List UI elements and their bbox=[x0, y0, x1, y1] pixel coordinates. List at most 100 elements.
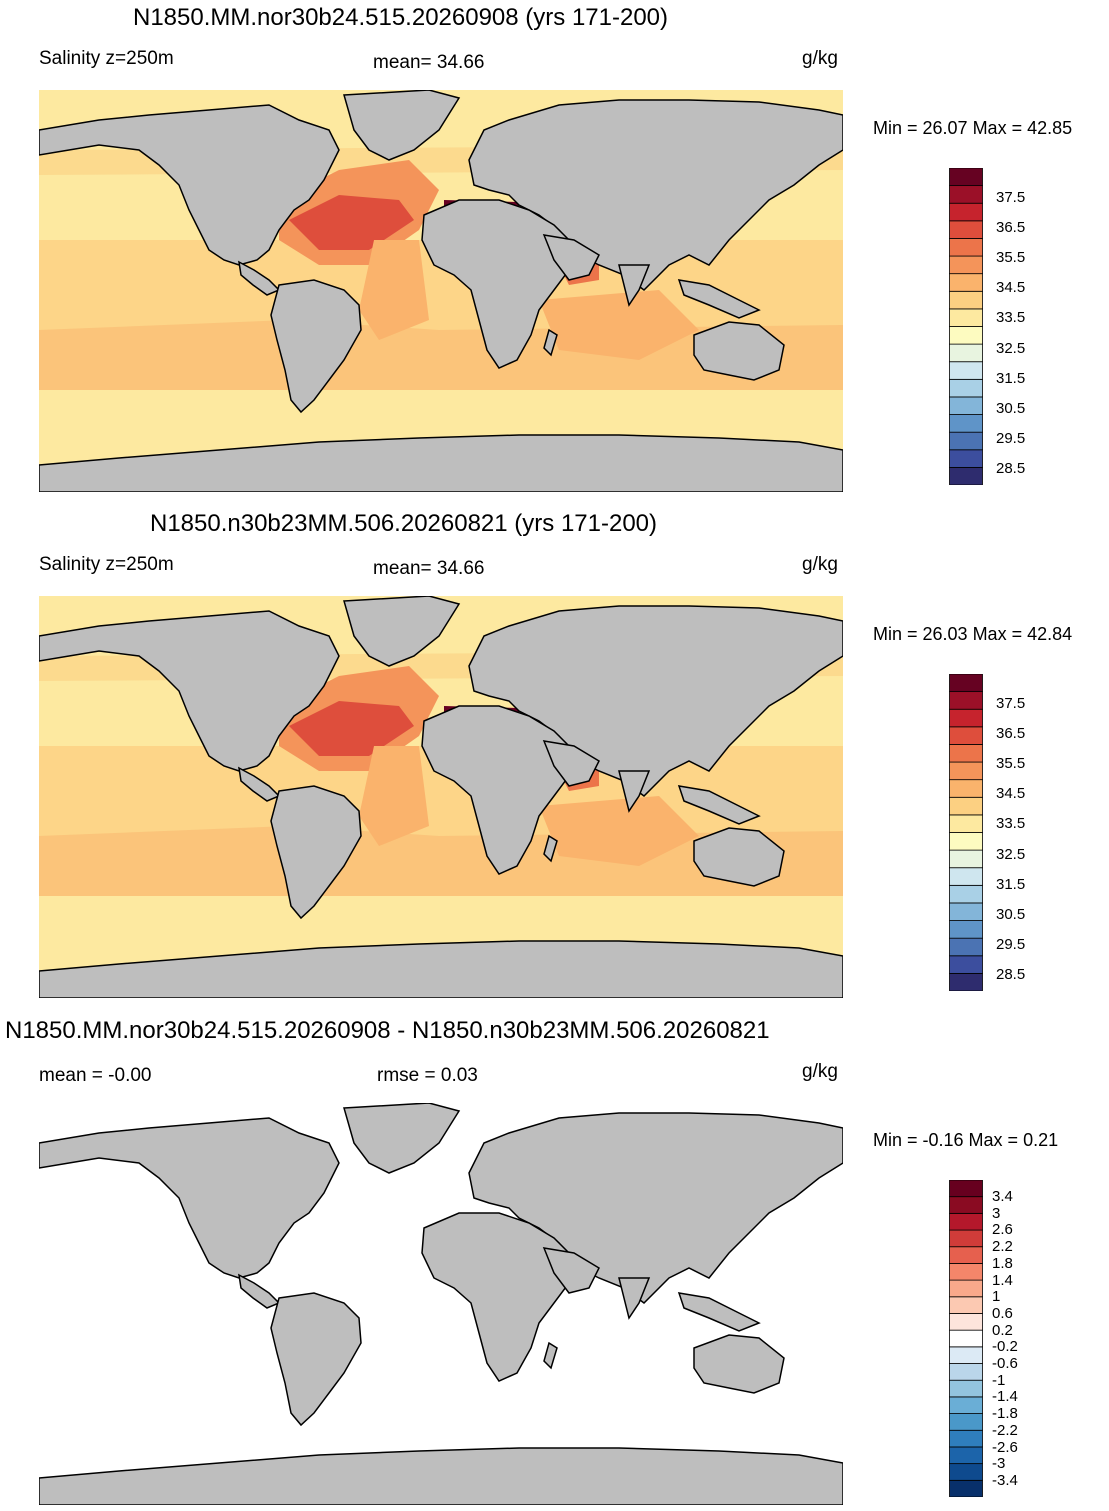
colorbar-tick-label: 36.5 bbox=[996, 219, 1026, 237]
colorbar-swatch bbox=[949, 1180, 983, 1198]
panel3-mean-label: mean = -0.00 bbox=[39, 1065, 152, 1086]
panel1-title: N1850.MM.nor30b24.515.20260908 (yrs 171-… bbox=[133, 4, 669, 31]
colorbar-swatch bbox=[949, 255, 983, 275]
colorbar-tick-label: 29.5 bbox=[996, 935, 1026, 953]
colorbar-swatch bbox=[949, 1463, 983, 1481]
panel3-minmax: Min = -0.16 Max = 0.21 bbox=[873, 1130, 1059, 1150]
colorbar-tick-label: -3 bbox=[992, 1455, 1006, 1473]
colorbar-swatch bbox=[949, 779, 983, 798]
colorbar-tick-label: 2.6 bbox=[992, 1221, 1013, 1239]
colorbar-swatch bbox=[949, 466, 983, 485]
colorbar-swatch bbox=[949, 920, 983, 939]
colorbar-tick-label: -1 bbox=[992, 1371, 1006, 1389]
colorbar-tick-label: 36.5 bbox=[996, 725, 1026, 743]
colorbar-tick-label: -0.6 bbox=[992, 1355, 1018, 1372]
colorbar-tick-label: 32.5 bbox=[996, 845, 1026, 863]
colorbar-swatch bbox=[949, 691, 983, 710]
colorbar-tick-label: 34.5 bbox=[996, 785, 1026, 803]
colorbar-swatch bbox=[949, 1429, 983, 1448]
colorbar-swatch bbox=[949, 867, 983, 886]
colorbar-tick-label: -2.2 bbox=[992, 1421, 1018, 1439]
colorbar-tick-label: -1.4 bbox=[992, 1388, 1018, 1406]
colorbar-tick-label: 3 bbox=[992, 1204, 1001, 1222]
colorbar-tick-label: 1.4 bbox=[992, 1271, 1013, 1289]
colorbar-swatch bbox=[949, 290, 983, 310]
panel1-map bbox=[38, 89, 844, 493]
colorbar-swatch bbox=[949, 726, 983, 745]
colorbar-swatch bbox=[949, 414, 983, 433]
panel2-units: g/kg bbox=[802, 554, 838, 575]
colorbar-tick-label: 0.2 bbox=[992, 1321, 1013, 1339]
colorbar-swatch bbox=[949, 1396, 983, 1414]
colorbar-swatch bbox=[949, 1363, 983, 1381]
panel2-mean-label: mean= 34.66 bbox=[373, 558, 485, 579]
colorbar-swatch bbox=[949, 326, 983, 345]
colorbar-tick-label: 34.5 bbox=[996, 279, 1026, 297]
colorbar-swatch bbox=[949, 1329, 983, 1348]
colorbar-tick-label: 30.5 bbox=[996, 905, 1026, 923]
colorbar-swatch bbox=[949, 1479, 983, 1497]
colorbar-swatch bbox=[949, 238, 983, 257]
colorbar-tick-label: 2.2 bbox=[992, 1238, 1013, 1256]
colorbar-tick-label: -3.4 bbox=[992, 1471, 1018, 1489]
colorbar-swatch bbox=[949, 832, 983, 851]
colorbar-swatch bbox=[949, 937, 983, 957]
colorbar-tick-label: 37.5 bbox=[996, 189, 1026, 206]
colorbar-swatch bbox=[949, 849, 983, 869]
panel1-minmax: Min = 26.07 Max = 42.85 bbox=[873, 118, 1073, 138]
colorbar-swatch bbox=[949, 1229, 983, 1248]
colorbar-tick-label: -1.8 bbox=[992, 1405, 1018, 1423]
colorbar-tick-label: 35.5 bbox=[996, 249, 1026, 267]
colorbar-tick-label: 32.5 bbox=[996, 339, 1026, 357]
colorbar-tick-label: 1.8 bbox=[992, 1254, 1013, 1272]
colorbar-swatch bbox=[949, 972, 983, 991]
panel2-map bbox=[38, 595, 844, 999]
colorbar-tick-label: 28.5 bbox=[996, 459, 1026, 477]
colorbar-swatch bbox=[949, 674, 983, 693]
colorbar-swatch bbox=[949, 955, 983, 974]
panel1-colorbar bbox=[949, 168, 983, 485]
colorbar-swatch bbox=[949, 273, 983, 292]
panel2-variable-label: Salinity z=250m bbox=[39, 554, 174, 575]
colorbar-swatch bbox=[949, 1413, 983, 1431]
colorbar-swatch bbox=[949, 1263, 983, 1281]
colorbar-tick-label: 31.5 bbox=[996, 369, 1026, 387]
colorbar-tick-label: 3.4 bbox=[992, 1188, 1013, 1205]
colorbar-tick-label: 0.6 bbox=[992, 1304, 1013, 1322]
colorbar-swatch bbox=[949, 1246, 983, 1264]
colorbar-tick-label: 28.5 bbox=[996, 965, 1026, 983]
colorbar-swatch bbox=[949, 1346, 983, 1364]
colorbar-tick-label: 33.5 bbox=[996, 309, 1026, 327]
panel3-rmse-label: rmse = 0.03 bbox=[377, 1065, 478, 1086]
panel2-minmax: Min = 26.03 Max = 42.84 bbox=[873, 624, 1073, 644]
panel3-map bbox=[38, 1102, 844, 1506]
colorbar-swatch bbox=[949, 1296, 983, 1314]
colorbar-tick-label: 37.5 bbox=[996, 695, 1026, 712]
colorbar-swatch bbox=[949, 1379, 983, 1398]
colorbar-swatch bbox=[949, 431, 983, 451]
colorbar-tick-label: 29.5 bbox=[996, 429, 1026, 447]
colorbar-swatch bbox=[949, 168, 983, 187]
colorbar-swatch bbox=[949, 343, 983, 363]
colorbar-tick-label: 1 bbox=[992, 1288, 1001, 1306]
panel1-mean-label: mean= 34.66 bbox=[373, 52, 485, 73]
colorbar-swatch bbox=[949, 449, 983, 468]
colorbar-swatch bbox=[949, 1446, 983, 1465]
colorbar-swatch bbox=[949, 814, 983, 833]
colorbar-swatch bbox=[949, 361, 983, 380]
panel1-units: g/kg bbox=[802, 48, 838, 69]
colorbar-tick-label: 33.5 bbox=[996, 815, 1026, 833]
panel3-units: g/kg bbox=[802, 1061, 838, 1082]
colorbar-swatch bbox=[949, 761, 983, 781]
colorbar-swatch bbox=[949, 884, 983, 904]
colorbar-swatch bbox=[949, 396, 983, 415]
colorbar-swatch bbox=[949, 308, 983, 327]
colorbar-tick-label: 30.5 bbox=[996, 399, 1026, 417]
panel3-title: N1850.MM.nor30b24.515.20260908 - N1850.n… bbox=[5, 1017, 770, 1044]
colorbar-swatch bbox=[949, 744, 983, 763]
panel2-title: N1850.n30b23MM.506.20260821 (yrs 171-200… bbox=[150, 510, 658, 537]
colorbar-swatch bbox=[949, 1196, 983, 1214]
colorbar-swatch bbox=[949, 1313, 983, 1331]
colorbar-tick-label: 31.5 bbox=[996, 875, 1026, 893]
colorbar-swatch bbox=[949, 708, 983, 728]
